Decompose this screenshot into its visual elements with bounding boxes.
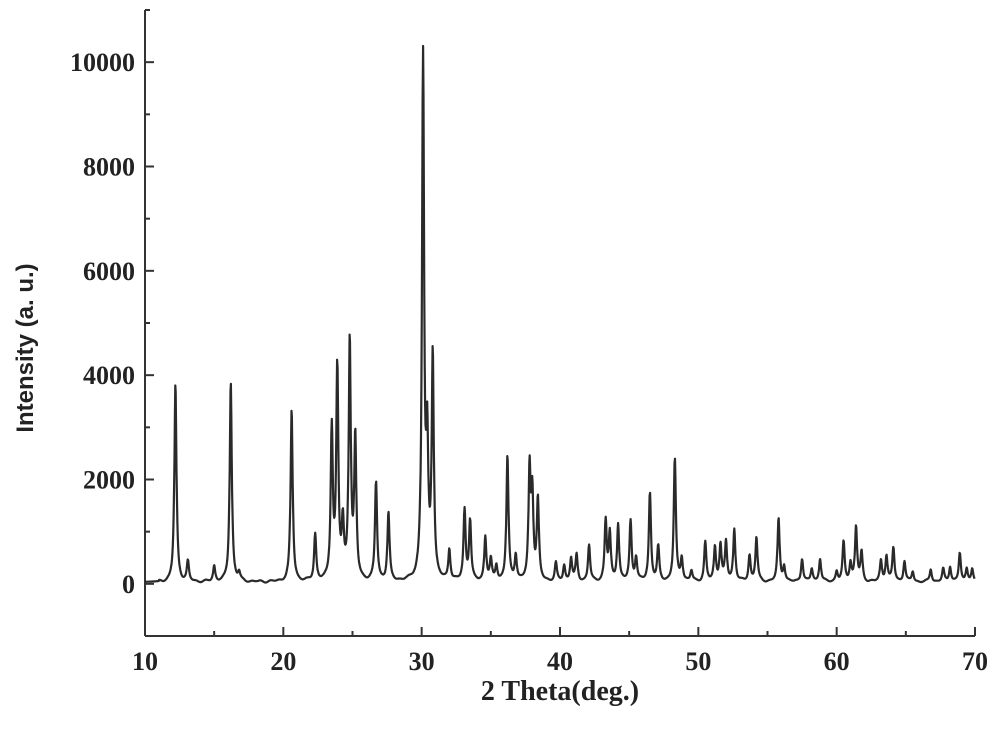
y-tick-label: 6000 — [83, 257, 135, 286]
axes — [144, 10, 975, 637]
x-tick-label: 50 — [685, 647, 711, 676]
x-tick-label: 20 — [270, 647, 296, 676]
y-tick-label: 8000 — [83, 153, 135, 182]
y-tick-label: 0 — [122, 570, 135, 599]
x-tick-label: 10 — [132, 647, 158, 676]
y-tick-label: 4000 — [83, 361, 135, 390]
series — [144, 44, 976, 584]
x-tick-label: 70 — [962, 647, 988, 676]
x-tick-label: 60 — [824, 647, 850, 676]
y-tick-label: 2000 — [83, 466, 135, 495]
tick-labels: 10 20 30 40 50 60 70 0 2000 4000 6000 8000 10000 — [70, 48, 988, 676]
series-line — [144, 44, 976, 584]
y-tick-label: 10000 — [70, 48, 135, 77]
x-tick-label: 40 — [547, 647, 573, 676]
x-axis-title: 2 Theta(deg.) — [481, 676, 639, 707]
x-tick-label: 30 — [409, 647, 435, 676]
y-axis-title: Intensity (a. u.) — [12, 263, 39, 432]
ticks — [144, 9, 976, 637]
